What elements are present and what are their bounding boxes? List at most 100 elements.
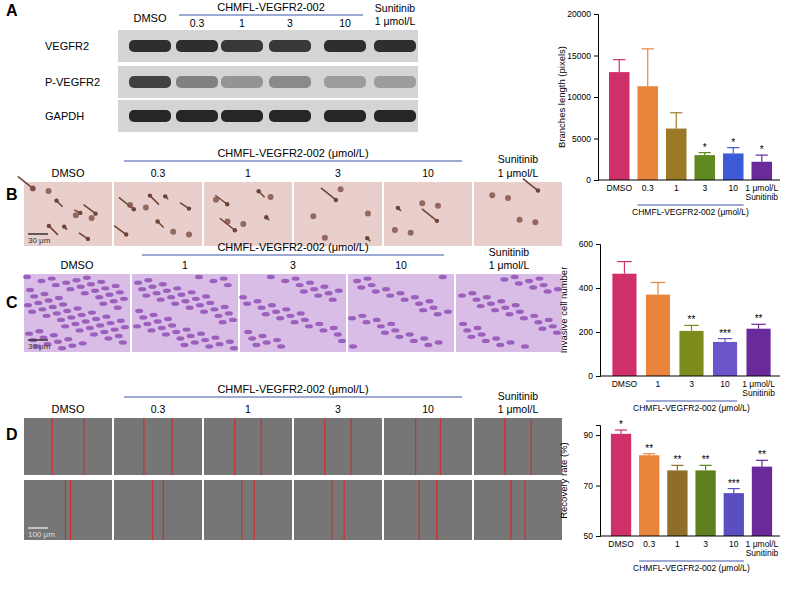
stained-cell [68, 344, 76, 348]
stained-cell [220, 276, 228, 280]
cell-cluster [47, 224, 51, 228]
stained-cell [406, 332, 414, 336]
tick: 0.3 [643, 536, 655, 549]
image-background [132, 274, 238, 352]
tick-label: 3 [702, 183, 707, 193]
stained-cell [134, 280, 142, 284]
tick-label: 10000 [567, 92, 591, 102]
stained-cell [202, 294, 210, 298]
stained-cell [23, 275, 31, 279]
plot-area [612, 262, 770, 376]
wound-edge [52, 418, 53, 475]
lane-label: 0.3 [190, 17, 205, 29]
blot-background [118, 66, 418, 98]
stained-cell [419, 308, 427, 312]
panel-label: D [6, 426, 18, 443]
stained-cell [34, 301, 42, 305]
micrograph [294, 182, 382, 246]
tick-label: 0 [586, 175, 591, 185]
axis-line [598, 180, 780, 181]
stained-cell [492, 336, 500, 340]
stained-cell [163, 289, 171, 293]
stained-cell [92, 317, 100, 321]
stained-cell [96, 323, 104, 327]
stained-cell [273, 338, 281, 342]
tick: 200 [579, 327, 600, 337]
stained-cell [263, 340, 271, 344]
row-label: P-VEGFR2 [45, 76, 100, 88]
column-label: 1 [245, 403, 251, 415]
stained-cell [77, 285, 85, 289]
micrograph [474, 418, 562, 475]
cell-cluster [132, 207, 136, 211]
stained-cell [377, 324, 385, 328]
stained-cell [325, 291, 333, 295]
stained-cell [91, 289, 99, 293]
error-stem [619, 60, 620, 72]
panel-label: A [6, 2, 18, 19]
stained-cell [534, 320, 542, 324]
image-background [114, 480, 202, 540]
cell-cluster [536, 188, 540, 192]
wound-edge [324, 418, 325, 475]
lane-label: DMSO [134, 12, 167, 24]
wound-edge [419, 480, 420, 540]
tick-label: DMSO [608, 539, 634, 549]
error-bar [617, 262, 631, 274]
image-background [294, 418, 382, 475]
blot-band [374, 40, 416, 52]
stained-cell [362, 320, 370, 324]
tick-label: 600 [579, 239, 593, 249]
error-bar [699, 153, 711, 155]
stained-cell [86, 326, 94, 330]
micrograph [204, 182, 292, 246]
stained-cell [483, 295, 491, 299]
stained-cell [176, 336, 184, 340]
tick-mark [596, 435, 600, 436]
plot-area [611, 430, 772, 536]
cell-cluster [124, 232, 128, 236]
stained-cell [224, 283, 232, 287]
stained-cell [225, 311, 233, 315]
column-label: Sunitinib [498, 153, 538, 165]
stained-cell [59, 302, 67, 306]
tick-label: 0.3 [642, 183, 654, 193]
stained-cell [491, 308, 499, 312]
cell-cluster [148, 193, 152, 197]
stained-cell [368, 283, 376, 287]
wound-edge [254, 480, 255, 540]
stained-cell [196, 303, 204, 307]
wound-edge [70, 480, 71, 540]
stained-cell [143, 322, 151, 326]
significance-label: * [619, 419, 623, 430]
image-background [384, 418, 472, 475]
label-line: Sunitinib [746, 548, 779, 558]
blot-band [221, 110, 263, 122]
stained-cell [297, 311, 305, 315]
stained-cell [230, 346, 238, 350]
significance-label: ** [645, 443, 653, 454]
cell-cluster [225, 218, 231, 224]
stained-cell [149, 285, 157, 289]
stained-cell [48, 276, 56, 280]
stained-cell [38, 307, 46, 311]
wound-edge [344, 480, 345, 540]
stained-cell [110, 299, 118, 303]
stained-cell [425, 299, 433, 303]
blot-band [269, 40, 311, 52]
group-label: CHMFL-VEGFR2-002 (μmol/L) [217, 241, 368, 253]
group-line [179, 15, 363, 16]
tick-label: 10 [729, 183, 739, 193]
scale-bar [28, 233, 48, 235]
blot-band [176, 40, 218, 52]
tick: 1 [675, 536, 680, 549]
blot-band [324, 40, 366, 52]
stained-cell [315, 322, 323, 326]
error-stem [647, 49, 648, 86]
tick: 1 μmol/LSunitinib [746, 536, 779, 558]
image-background [294, 480, 382, 540]
tick: 3 [702, 180, 707, 193]
label-line: Sunitinib [745, 192, 778, 202]
column-label: Sunitinib [489, 246, 529, 258]
stained-cell [210, 307, 218, 311]
